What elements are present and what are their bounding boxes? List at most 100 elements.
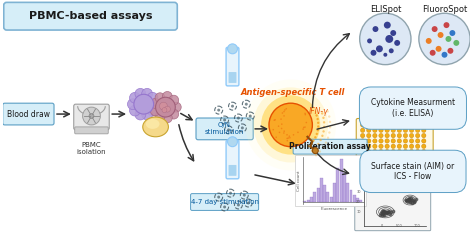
FancyBboxPatch shape (293, 139, 367, 154)
Point (405, 198, 413, 202)
FancyBboxPatch shape (74, 104, 109, 130)
Circle shape (283, 132, 285, 134)
Text: PBMC
isolation: PBMC isolation (77, 142, 106, 155)
Text: 0: 0 (380, 224, 383, 228)
Point (377, 211, 384, 214)
FancyBboxPatch shape (356, 119, 433, 166)
Circle shape (128, 99, 138, 110)
Point (404, 198, 411, 202)
Circle shape (289, 137, 291, 139)
Point (406, 197, 413, 201)
Circle shape (327, 137, 329, 139)
Circle shape (279, 132, 280, 133)
Circle shape (419, 13, 470, 65)
Circle shape (228, 44, 237, 54)
Circle shape (391, 144, 395, 149)
Circle shape (361, 134, 365, 138)
Circle shape (249, 114, 252, 118)
Circle shape (319, 139, 322, 141)
Circle shape (162, 108, 167, 113)
Circle shape (163, 91, 172, 101)
Point (383, 212, 391, 215)
Circle shape (149, 99, 160, 110)
FancyBboxPatch shape (191, 194, 259, 210)
Bar (327, 192, 329, 202)
Circle shape (243, 194, 246, 197)
Circle shape (410, 123, 414, 127)
Circle shape (421, 155, 426, 159)
Circle shape (82, 107, 100, 125)
Text: 20: 20 (356, 200, 361, 204)
Circle shape (322, 146, 324, 149)
Point (381, 210, 388, 214)
Ellipse shape (146, 119, 160, 129)
Circle shape (373, 26, 378, 32)
Circle shape (323, 121, 325, 124)
Circle shape (329, 121, 331, 123)
Circle shape (304, 126, 306, 128)
Text: Surface stain (AIM) or
ICS - Flow: Surface stain (AIM) or ICS - Flow (371, 162, 455, 181)
Bar (349, 190, 353, 202)
Bar (333, 183, 336, 202)
Circle shape (305, 114, 306, 115)
Ellipse shape (143, 117, 168, 137)
Circle shape (366, 128, 371, 132)
Bar (323, 185, 326, 202)
Circle shape (315, 114, 318, 117)
Point (404, 198, 412, 202)
Circle shape (421, 144, 426, 149)
Point (410, 200, 418, 204)
Circle shape (302, 128, 304, 130)
Circle shape (436, 46, 442, 52)
Point (381, 210, 388, 214)
Circle shape (397, 134, 401, 138)
Circle shape (385, 144, 389, 149)
Point (379, 211, 386, 215)
FancyBboxPatch shape (226, 47, 239, 86)
Circle shape (289, 135, 290, 137)
Circle shape (317, 122, 319, 124)
Point (408, 201, 415, 205)
Circle shape (323, 126, 325, 128)
Circle shape (306, 122, 307, 123)
Point (384, 210, 392, 213)
Circle shape (142, 109, 153, 120)
Circle shape (288, 137, 289, 139)
Circle shape (155, 112, 165, 121)
Circle shape (416, 128, 420, 132)
Bar (320, 178, 323, 202)
Text: 30: 30 (356, 190, 361, 194)
Bar (303, 201, 307, 202)
Circle shape (135, 88, 146, 99)
Point (379, 213, 386, 217)
Circle shape (410, 149, 414, 154)
Circle shape (397, 139, 401, 143)
Circle shape (286, 134, 288, 136)
Circle shape (314, 136, 317, 139)
Circle shape (361, 149, 365, 154)
Circle shape (421, 134, 426, 138)
Circle shape (394, 40, 400, 46)
Circle shape (410, 128, 414, 132)
Text: O/N
stimulation: O/N stimulation (205, 122, 244, 135)
Circle shape (261, 95, 320, 154)
Point (382, 210, 390, 213)
Circle shape (391, 155, 395, 159)
Circle shape (325, 141, 327, 144)
Text: Cell count: Cell count (297, 170, 301, 191)
Circle shape (228, 137, 237, 147)
Circle shape (385, 149, 389, 154)
Circle shape (361, 144, 365, 149)
Circle shape (142, 88, 153, 99)
Circle shape (397, 144, 401, 149)
Point (381, 213, 388, 217)
Bar (307, 200, 310, 202)
FancyBboxPatch shape (226, 140, 239, 179)
Circle shape (283, 111, 285, 112)
Circle shape (366, 123, 371, 127)
Circle shape (391, 134, 395, 138)
Circle shape (275, 136, 277, 138)
FancyBboxPatch shape (228, 72, 237, 83)
Bar (353, 195, 356, 202)
Circle shape (172, 102, 181, 112)
